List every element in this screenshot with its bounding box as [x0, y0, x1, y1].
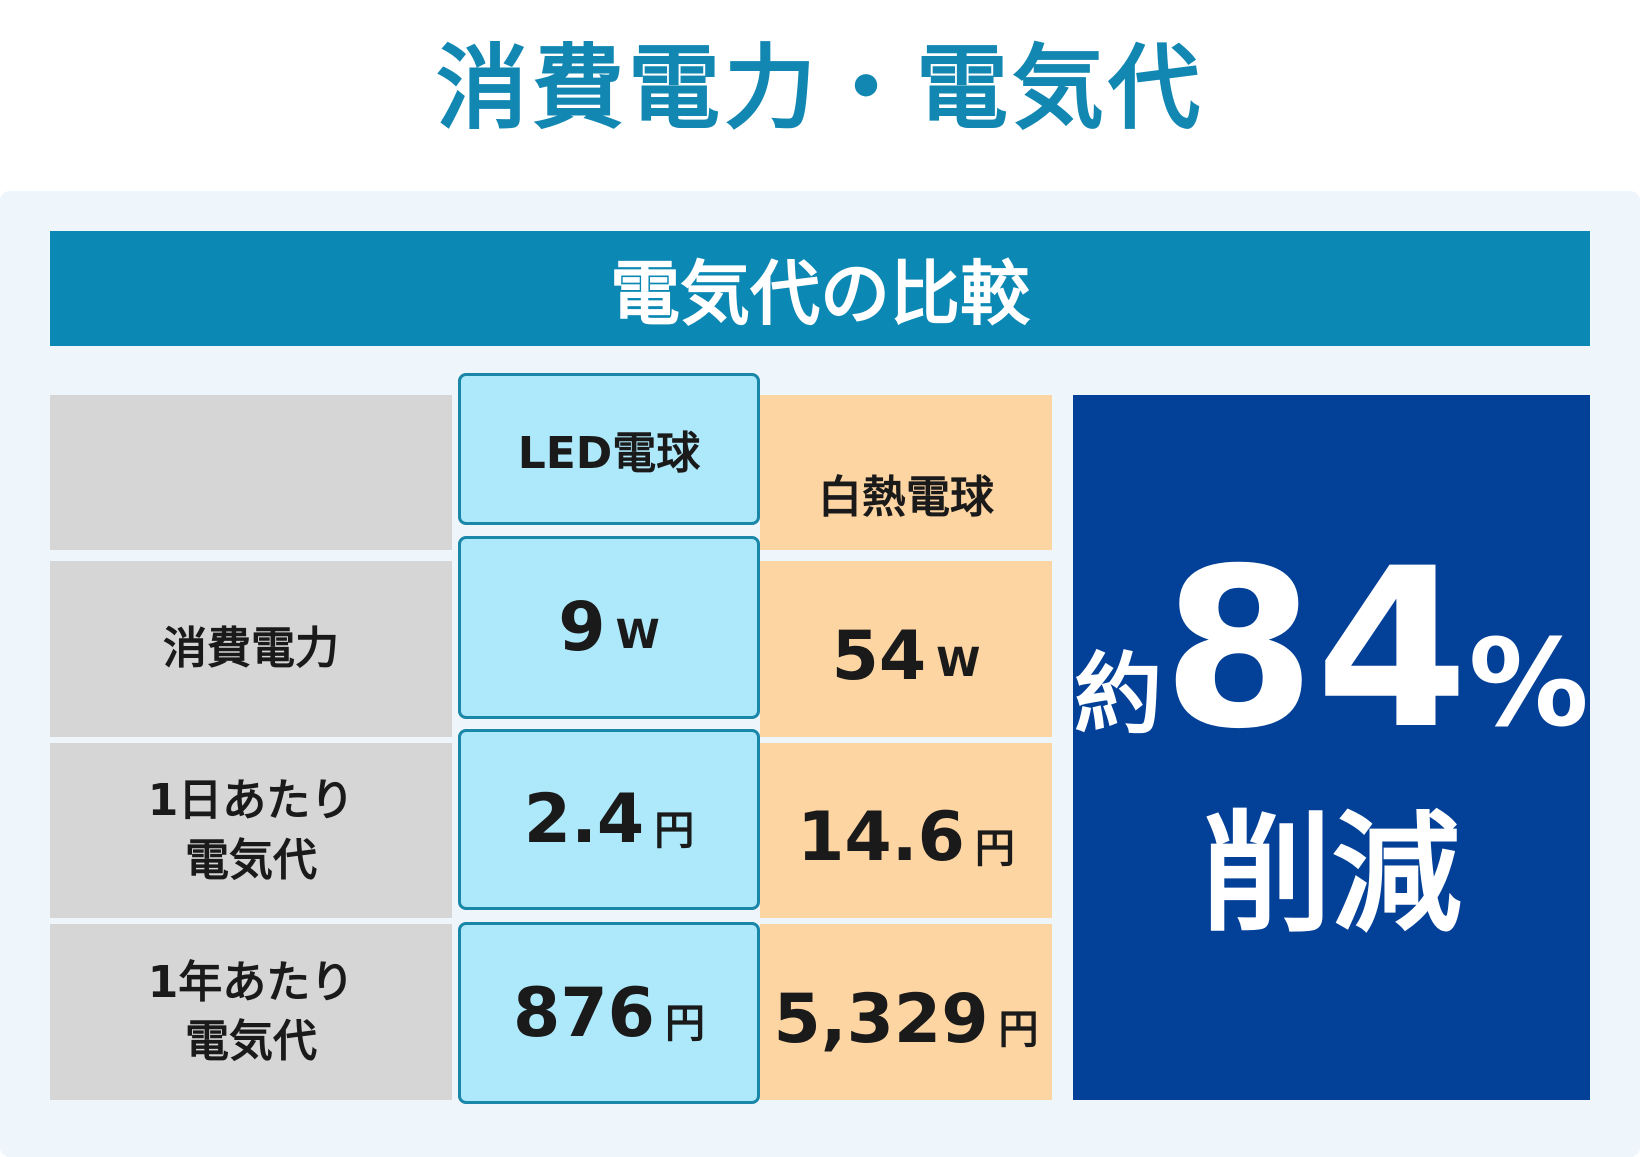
row-label: 1年あたり電気代: [50, 924, 452, 1100]
row-label-line: 電気代: [185, 834, 317, 886]
value-unit: 円: [654, 807, 695, 854]
panel-heading: 電気代の比較: [50, 231, 1590, 346]
page-title: 消費電力・電気代: [435, 34, 1204, 142]
row-label: 消費電力: [50, 561, 452, 737]
value-cell: 5,329 円: [760, 924, 1052, 1100]
row-label: 1日あたり電気代: [50, 743, 452, 918]
value-number: 5,329: [773, 979, 989, 1059]
value-cell: 876 円: [458, 922, 760, 1104]
corner-cell: [50, 395, 452, 550]
value-unit: 円: [664, 1001, 705, 1047]
value-cell: 2.4 円: [458, 729, 760, 910]
summary-box: 約 84 % 削減: [1073, 395, 1590, 1100]
summary-prefix: 約: [1074, 642, 1163, 746]
column-header: LED電球: [458, 373, 760, 525]
value-number: 876: [513, 973, 655, 1053]
value-unit: 円: [998, 1007, 1039, 1053]
value-unit: W: [615, 611, 660, 658]
row-label-line: 消費電力: [163, 623, 339, 675]
value-number: 9: [558, 588, 606, 667]
summary-unit: %: [1468, 614, 1589, 754]
value-number: 2.4: [523, 780, 645, 859]
value-number: 54: [831, 616, 927, 696]
row-label-line: 1日あたり: [147, 775, 355, 827]
value-unit: 円: [974, 825, 1015, 872]
row-label-line: 電気代: [185, 1016, 317, 1067]
summary-number: 84: [1162, 520, 1469, 777]
column-header: 白熱電球: [760, 395, 1052, 550]
value-number: 14.6: [797, 798, 965, 877]
value-cell: 14.6 円: [760, 743, 1052, 918]
summary-suffix: 削減: [1201, 797, 1462, 950]
value-unit: W: [936, 640, 981, 686]
row-label-line: 1年あたり: [147, 956, 355, 1008]
value-cell: 54 W: [760, 561, 1052, 737]
summary-line: 約 84 %: [1074, 539, 1588, 759]
